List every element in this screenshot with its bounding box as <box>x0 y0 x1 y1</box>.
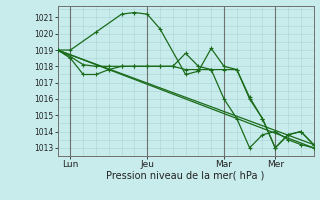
X-axis label: Pression niveau de la mer( hPa ): Pression niveau de la mer( hPa ) <box>107 171 265 181</box>
